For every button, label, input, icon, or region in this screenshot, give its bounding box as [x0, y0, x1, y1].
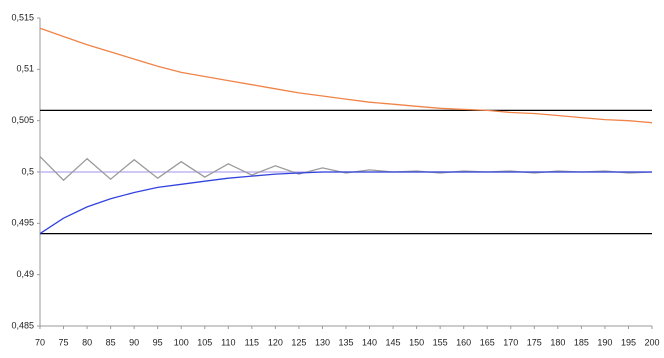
y-tick-label: 0,49 [16, 269, 34, 279]
x-tick-label: 85 [106, 337, 116, 347]
x-tick-label: 125 [291, 337, 306, 347]
y-tick-label: 0,505 [11, 115, 34, 125]
x-tick-label: 75 [59, 337, 69, 347]
x-tick-label: 200 [644, 337, 659, 347]
x-tick-label: 185 [574, 337, 589, 347]
x-tick-label: 150 [409, 337, 424, 347]
x-tick-label: 195 [621, 337, 636, 347]
x-tick-label: 135 [338, 337, 353, 347]
x-tick-label: 165 [480, 337, 495, 347]
series-line [39, 27, 653, 124]
x-tick-label: 90 [129, 337, 139, 347]
x-tick-label: 155 [433, 337, 448, 347]
x-tick-label: 120 [268, 337, 283, 347]
x-tick-label: 175 [527, 337, 542, 347]
x-tick-label: 70 [35, 337, 45, 347]
x-tick-label: 170 [503, 337, 518, 347]
x-tick-label: 100 [174, 337, 189, 347]
x-tick-label: 95 [153, 337, 163, 347]
x-tick-label: 80 [82, 337, 92, 347]
y-tick-label: 0,485 [11, 320, 34, 330]
y-tick-label: 0,5 [21, 166, 34, 176]
x-tick-label: 110 [221, 337, 235, 347]
x-tick-label: 130 [315, 337, 330, 347]
x-tick-label: 180 [550, 337, 565, 347]
y-tick-label: 0,515 [11, 12, 34, 22]
x-tick-label: 115 [245, 337, 259, 347]
x-tick-label: 190 [597, 337, 612, 347]
y-tick-label: 0,495 [11, 218, 34, 228]
series-line [39, 171, 652, 235]
x-tick-label: 160 [456, 337, 471, 347]
x-tick-label: 140 [362, 337, 377, 347]
x-tick-label: 145 [386, 337, 401, 347]
series-line [39, 156, 653, 182]
x-tick-label: 105 [197, 337, 212, 347]
y-tick-label: 0,51 [16, 64, 34, 74]
